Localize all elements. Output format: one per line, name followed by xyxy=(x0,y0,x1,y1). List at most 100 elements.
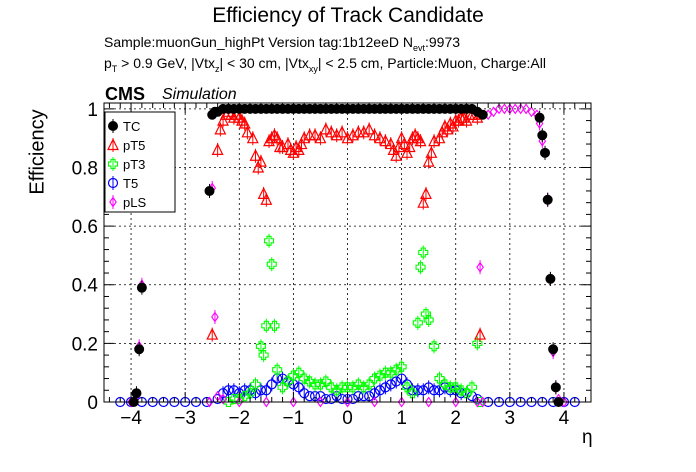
data-point-pls xyxy=(397,396,406,408)
simulation-label: Simulation xyxy=(162,86,237,103)
data-point-t5 xyxy=(391,376,402,387)
data-point-pt5 xyxy=(246,131,259,144)
x-tick-label: −2 xyxy=(228,408,250,429)
data-point-t5 xyxy=(374,385,386,396)
x-axis-label: η xyxy=(582,427,593,448)
data-point-pt5 xyxy=(271,131,284,144)
data-point-pls xyxy=(516,103,525,115)
selection-part: > 0.9 GeV, |Vtx xyxy=(117,55,215,71)
data-point-t5 xyxy=(434,385,445,396)
data-point-pt3 xyxy=(418,247,429,258)
data-point-pt3 xyxy=(423,314,434,325)
legend-marker-tc xyxy=(108,121,118,131)
data-point-pt5 xyxy=(260,192,273,205)
data-point-pt5 xyxy=(241,125,254,138)
data-point-tc xyxy=(540,147,551,158)
selection-info: pT > 0.9 GeV, |Vtxz| < 30 cm, |Vtxxy| < … xyxy=(104,55,546,74)
data-point-t5 xyxy=(418,385,429,396)
data-point-pls xyxy=(476,261,484,273)
data-point-pt3 xyxy=(358,382,369,393)
selection-sub: T xyxy=(111,63,118,74)
data-point-pt3 xyxy=(288,370,299,381)
data-point-tc xyxy=(545,273,556,284)
data-point-pls xyxy=(289,396,298,408)
data-point-pt5 xyxy=(298,131,311,144)
data-point-tc xyxy=(537,130,548,141)
data-point-pt5 xyxy=(363,122,376,135)
x-tick-label: 2 xyxy=(450,408,461,429)
data-point-pt3 xyxy=(239,391,250,402)
data-point-pt5 xyxy=(276,140,289,153)
data-point-pls xyxy=(343,396,352,408)
grid xyxy=(104,103,591,403)
data-point-t5 xyxy=(261,385,272,396)
cms-label: CMS xyxy=(105,84,145,104)
data-point-pt5 xyxy=(330,128,343,141)
x-tick-label: 3 xyxy=(505,408,516,429)
data-point-pt3 xyxy=(415,262,426,273)
data-point-pt5 xyxy=(214,122,227,135)
selection-sub: z xyxy=(214,63,220,74)
series-pt5 xyxy=(206,104,487,342)
data-point-pls xyxy=(511,103,520,115)
data-point-pt3 xyxy=(269,320,280,331)
data-point-pls xyxy=(370,396,379,408)
data-point-t5 xyxy=(428,385,440,396)
data-point-pls xyxy=(424,396,433,408)
data-point-pt3 xyxy=(263,235,275,246)
data-point-pt3 xyxy=(385,367,396,378)
data-point-pls xyxy=(262,396,271,408)
plot-frame xyxy=(103,102,592,403)
data-point-pt5 xyxy=(341,131,354,144)
data-point-pls xyxy=(205,396,214,408)
y-tick-label: 0.6 xyxy=(72,217,98,238)
data-point-pt5 xyxy=(346,128,359,141)
data-point-t5 xyxy=(255,385,267,396)
data-point-tc xyxy=(542,194,553,205)
data-point-pt3 xyxy=(429,341,440,352)
data-point-pt3 xyxy=(261,320,272,331)
data-point-pt5 xyxy=(368,128,381,141)
data-point-pt3 xyxy=(293,367,304,378)
data-point-pt5 xyxy=(428,134,441,147)
data-point-pt5 xyxy=(474,327,487,340)
data-point-pls xyxy=(219,393,227,405)
y-tick-label: 0.2 xyxy=(72,334,98,355)
data-point-pt5 xyxy=(254,154,267,167)
data-point-pt5 xyxy=(211,143,224,156)
data-point-pt5 xyxy=(314,131,327,144)
data-point-pls xyxy=(506,103,514,115)
series-pt3 xyxy=(223,233,486,408)
data-point-pls xyxy=(495,103,503,115)
selection-sub: xy xyxy=(308,63,318,74)
data-point-pt5 xyxy=(398,137,411,150)
data-point-pt5 xyxy=(419,187,432,199)
legend-marker-pls xyxy=(109,196,117,208)
data-point-pt3 xyxy=(320,376,331,387)
legend-label-tc: TC xyxy=(123,119,140,134)
data-point-pt5 xyxy=(460,113,473,126)
data-point-pt5 xyxy=(357,125,370,138)
data-point-pt3 xyxy=(223,396,234,408)
y-tick-label: 1 xyxy=(87,100,98,121)
data-point-t5 xyxy=(326,393,337,405)
data-point-t5 xyxy=(212,393,223,405)
data-point-pt3 xyxy=(401,382,413,393)
data-point-pt3 xyxy=(374,370,386,381)
legend-marker-pt3 xyxy=(107,158,119,170)
data-point-t5 xyxy=(223,385,234,396)
data-point-pt3 xyxy=(282,376,294,387)
data-point-t5 xyxy=(293,382,304,393)
data-point-pt5 xyxy=(319,122,332,135)
y-tick-label: 0 xyxy=(87,393,98,414)
data-point-tc xyxy=(204,185,215,196)
data-point-pt5 xyxy=(422,154,435,167)
data-point-pt5 xyxy=(392,140,405,153)
sample-info-text: Sample:muonGun_highPt Version tag:1b12ee… xyxy=(104,34,413,50)
nevt-subscript: evt xyxy=(412,42,425,53)
selection-part: | < 2.5 cm, Particle:Muon, Charge:All xyxy=(317,55,546,71)
data-point-pt3 xyxy=(250,379,261,390)
data-point-pt5 xyxy=(403,140,416,153)
data-point-pt3 xyxy=(396,361,407,372)
